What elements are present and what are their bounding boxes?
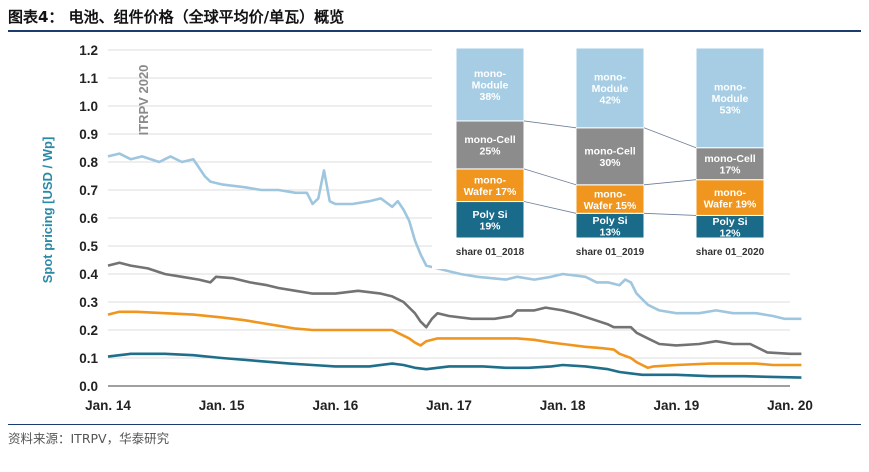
share-label-polysi: Poly Si 13% (592, 215, 627, 239)
cell-price-line (107, 261, 802, 356)
share-segment-cell (695, 147, 765, 181)
x-tick-label: Jan. 15 (199, 398, 245, 413)
share-segment-module (455, 47, 525, 122)
y-tick-label: 1.0 (79, 99, 98, 114)
y-tick-label: 0.4 (79, 267, 98, 282)
share-segment-module (575, 47, 645, 129)
y-axis-label: Spot pricing [USD / Wp] (40, 137, 55, 284)
y-tick-label: 0.7 (79, 183, 98, 198)
share-connector (643, 212, 697, 216)
share-label-module: mono-Module 38% (472, 68, 509, 103)
share-connector (523, 201, 577, 214)
share-label-cell: mono-Cell 30% (584, 146, 635, 170)
x-tick-label: Jan. 17 (426, 398, 472, 413)
share-label-cell: mono-Cell 17% (704, 153, 755, 177)
share-segment-wafer (695, 179, 765, 216)
share-connector (523, 120, 577, 129)
source-note: 资料来源：ITRPV，华泰研究 (8, 431, 170, 446)
y-tick-label: 1.1 (79, 71, 98, 86)
share-segment-cell (455, 120, 525, 170)
share-segment-wafer (575, 184, 645, 214)
y-tick-label: 0.8 (79, 155, 98, 170)
share-category-label: share 01_2020 (696, 247, 765, 258)
share-label-wafer: mono-Wafer 19% (704, 187, 757, 211)
module-price-line (107, 152, 802, 321)
y-tick-label: 0.3 (79, 295, 98, 310)
share-segment-module (695, 47, 765, 149)
y-tick-label: 0.5 (79, 239, 98, 254)
share-label-polysi: Poly Si 19% (472, 209, 507, 233)
share-inset: Poly Si 19% mono-Wafer 17% mono-Cell 25% mono… (432, 44, 790, 269)
x-tick-label: Jan. 20 (767, 398, 813, 413)
share-segment-polysi (575, 212, 645, 239)
share-segment-polysi (455, 201, 525, 239)
y-tick-label: 0.2 (79, 323, 98, 338)
title-rule (8, 30, 861, 32)
share-label-cell: mono-Cell 25% (464, 134, 515, 158)
x-tick-label: Jan. 18 (540, 398, 586, 413)
wafer-price-line (107, 310, 802, 370)
y-tick-label: 0.6 (79, 211, 98, 226)
share-label-module: mono-Module 53% (712, 81, 749, 116)
y-tick-label: 0.1 (79, 351, 98, 366)
y-tick-labels: 0.0 0.1 0.2 0.3 0.4 0.5 0.6 0.7 0.8 0.9 1.0 1.1 1.2 (79, 43, 98, 394)
share-connector (643, 127, 697, 149)
share-label-module: mono-Module 42% (592, 71, 629, 106)
itrpv-watermark: ITRPV 2020 (136, 65, 151, 136)
share-category-label: share 01_2019 (576, 247, 645, 258)
share-label-polysi: Poly Si 12% (712, 216, 747, 240)
share-connector (643, 179, 697, 186)
x-tick-label: Jan. 16 (312, 398, 358, 413)
footer-rule (8, 424, 861, 425)
polysi-price-line (107, 352, 802, 379)
share-segment-cell (575, 127, 645, 186)
y-tick-label: 0.0 (79, 379, 98, 394)
share-category-label: share 01_2018 (456, 247, 525, 258)
y-tick-label: 1.2 (79, 43, 98, 58)
x-tick-labels: Jan. 14 Jan. 15 Jan. 16 Jan. 17 Jan. 18 Jan. … (85, 398, 813, 413)
share-label-wafer: mono-Wafer 15% (584, 188, 637, 212)
y-tick-label: 0.9 (79, 127, 98, 142)
share-label-wafer: mono-Wafer 17% (464, 174, 517, 198)
figure-title: 图表4： 电池、组件价格（全球平均价/单瓦）概览 (8, 8, 345, 26)
share-connector (523, 168, 577, 186)
price-lines (107, 152, 802, 379)
x-tick-label: Jan. 19 (653, 398, 699, 413)
x-tick-label: Jan. 14 (85, 398, 131, 413)
